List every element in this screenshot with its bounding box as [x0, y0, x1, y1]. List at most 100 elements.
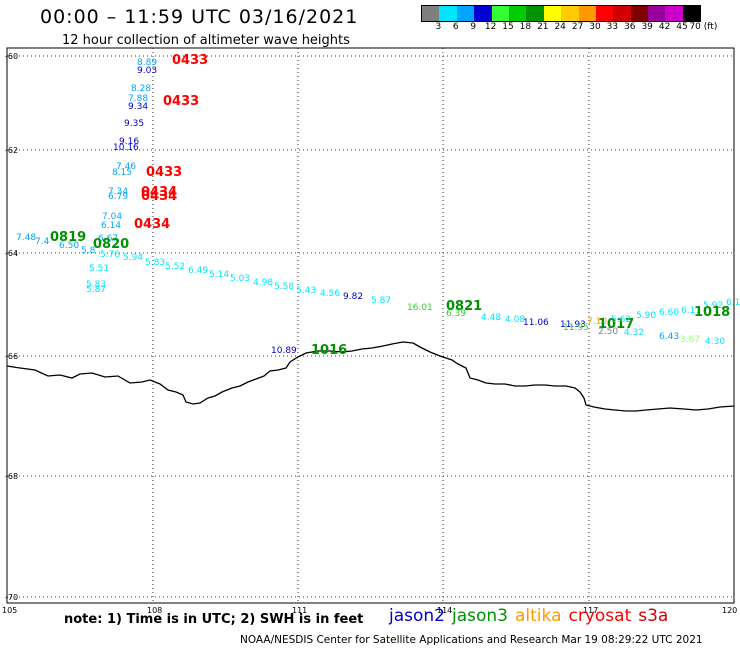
legend-swatch — [682, 6, 701, 21]
legend-label: 6 — [452, 22, 459, 32]
wave-height-label: 6.49 — [188, 266, 208, 276]
wave-height-label: 4.98 — [253, 278, 273, 288]
latitude-label: -60 — [5, 52, 18, 61]
legend-swatch — [491, 6, 509, 21]
wave-height-label: 8.89 — [137, 58, 157, 68]
legend-swatch — [456, 6, 475, 21]
wave-height-label: 5.87 — [371, 296, 391, 306]
legend-label: 33 — [606, 22, 619, 32]
latitude-label: -70 — [5, 593, 18, 602]
legend-label: 18 — [519, 22, 532, 32]
wave-height-label: 5.8 — [81, 246, 96, 256]
pass-time-label: 0433 — [163, 94, 199, 109]
wave-height-label: 10.16 — [113, 143, 139, 153]
pass-time-label: 1018 — [694, 305, 730, 320]
coastline — [6, 341, 735, 412]
wave-height-label: 5.58 — [274, 282, 294, 292]
wave-height-label: 10.89 — [271, 346, 297, 356]
legend-swatch — [561, 6, 579, 21]
wave-height-label: 11.06 — [523, 318, 549, 328]
longitude-label: 120 — [722, 606, 737, 615]
longitude-label: 108 — [147, 606, 162, 615]
legend-swatch — [578, 6, 596, 21]
legend-swatch — [630, 6, 649, 21]
legend-swatch — [526, 6, 544, 21]
wave-height-label: 5.90 — [636, 311, 656, 321]
legend-swatch — [648, 6, 666, 21]
pass-time-label: 0434 — [134, 217, 170, 232]
wave-height-label: 9.03 — [137, 66, 157, 76]
footer-note: note: 1) Time is in UTC; 2) SWH is in fe… — [64, 612, 364, 627]
longitude-label: 117 — [583, 606, 598, 615]
legend-label: 9 — [470, 22, 477, 32]
legend-swatch — [422, 6, 440, 21]
wave-height-label: 4.32 — [624, 328, 644, 338]
wave-height-label: 5.52 — [165, 262, 185, 272]
wave-height-label: 4.56 — [320, 289, 340, 299]
wave-height-label: 4.08 — [505, 315, 525, 325]
wave-height-label: 6.39 — [446, 309, 466, 319]
pass-time-label: 0434 — [141, 189, 177, 204]
wave-height-label: 9.82 — [343, 292, 363, 302]
wave-height-label: 7.10 — [587, 317, 607, 327]
wave-height-label: 6.43 — [659, 332, 679, 342]
wave-height-label: 6.50 — [59, 241, 79, 251]
wave-height-label: 5.62 — [611, 315, 631, 325]
map-subtitle: 12 hour collection of altimeter wave hei… — [62, 33, 350, 48]
legend-label: 42 — [658, 22, 671, 32]
wave-height-label: 6.1 — [726, 298, 740, 308]
pass-time-label: 1016 — [311, 343, 347, 358]
legend-label: 12 — [484, 22, 497, 32]
wave-height-label: 7.88 — [128, 94, 148, 104]
satellite-name-altika: altika — [515, 606, 562, 626]
wave-height-label: 2.50 — [598, 327, 618, 337]
legend-swatch — [439, 6, 457, 21]
wave-height-label: 5.03 — [230, 274, 250, 284]
wave-height-label: 5.51 — [89, 264, 109, 274]
wave-height-label: 8.15 — [112, 168, 132, 178]
wave-height-label: 5.92 — [703, 301, 723, 311]
legend-swatch — [543, 6, 562, 21]
wave-height-label: 7.34 — [108, 187, 128, 197]
pass-time-label: 1017 — [598, 317, 634, 332]
legend-label: 27 — [571, 22, 584, 32]
wave-height-label: 5.43 — [296, 286, 316, 296]
legend-label: 39 — [641, 22, 653, 32]
wave-height-label: 11.93 — [560, 320, 586, 330]
legend-label: 70 (ft) — [689, 22, 718, 32]
latitude-label: -62 — [5, 146, 18, 155]
wave-height-label: 7.46 — [116, 162, 136, 172]
wave-height-label: 4.48 — [481, 313, 501, 323]
wave-height-label: 5.76 — [100, 250, 120, 260]
pass-time-label: 0433 — [172, 53, 208, 68]
wave-height-label: 5.87 — [86, 285, 106, 295]
wave-height-label: 6.79 — [108, 192, 128, 202]
wave-height-label: 5.83 — [145, 258, 165, 268]
wave-height-label: 6.11 — [681, 306, 701, 316]
color-legend-labels: 3 6 9 12 15 18 21 24 27 30 33 36 39 42 45 70 (ft) — [421, 22, 740, 34]
wave-height-label: 3.67 — [680, 335, 700, 345]
map-frame — [6, 47, 735, 604]
legend-swatch — [474, 6, 492, 21]
pass-time-label: 0433 — [146, 165, 182, 180]
satellite-name-s3a: s3a — [638, 606, 669, 626]
longitude-label: 111 — [292, 606, 307, 615]
wave-height-label: 6.60 — [659, 308, 679, 318]
wave-height-label: 8.28 — [131, 84, 151, 94]
wave-height-label: 6.14 — [101, 221, 121, 231]
wave-height-label: 5.14 — [209, 270, 229, 280]
legend-label: 36 — [624, 22, 636, 32]
graticule: -60 -62 -64 -66 -68 -70 105 108 111 114 117 120 — [2, 48, 737, 615]
longitude-label: 114 — [437, 606, 452, 615]
legend-swatch — [613, 6, 631, 21]
wave-height-label: 7.04 — [102, 212, 122, 222]
map-title: 00:00 – 11:59 UTC 03/16/2021 — [40, 6, 359, 28]
latitude-label: -64 — [5, 249, 18, 258]
wave-height-label: 6.67 — [98, 234, 118, 244]
wave-height-label: 11.95 — [563, 323, 589, 333]
wave-height-label: 16.01 — [407, 303, 433, 313]
satellite-legend: jason2 jason3 altika cryosat s3a — [389, 606, 675, 626]
longitude-label: 105 — [2, 606, 17, 615]
